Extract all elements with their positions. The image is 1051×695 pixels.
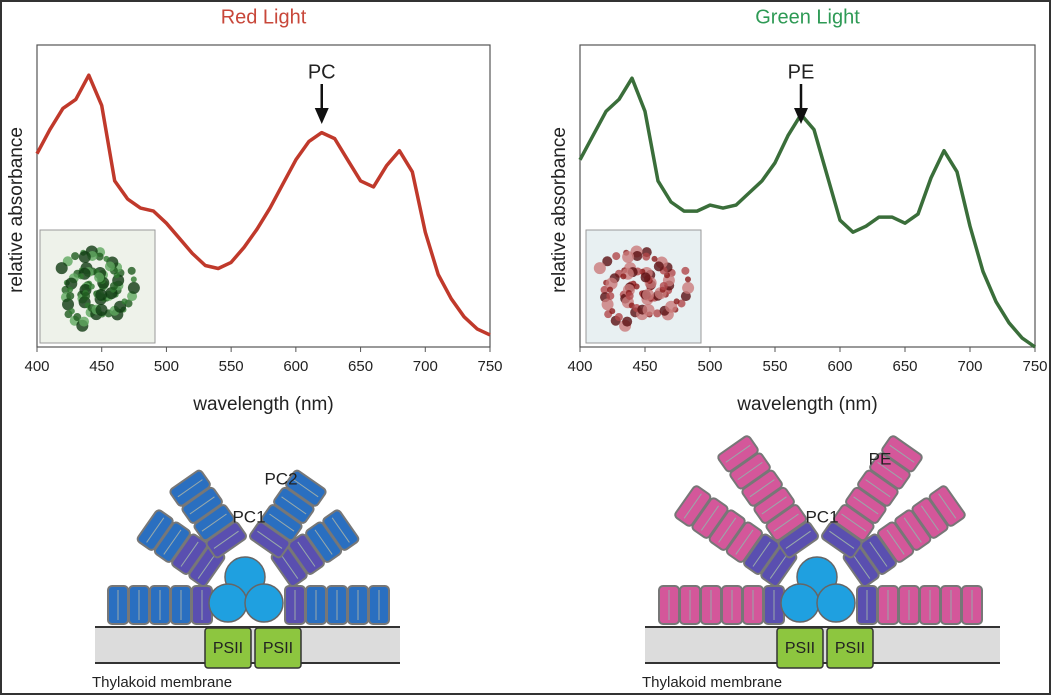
inset-blot (66, 292, 74, 300)
inset-blot (682, 282, 694, 294)
chart-title: Green Light (755, 6, 860, 28)
inset-blot (606, 292, 614, 300)
inset-blot (643, 304, 655, 316)
inset-blot (615, 313, 623, 321)
inset-blot (641, 272, 651, 282)
inset-blot (642, 289, 654, 301)
inset-blot (128, 267, 136, 275)
x-tick-label: 600 (283, 358, 308, 375)
inset-blot (607, 287, 613, 293)
inset-blot (622, 317, 632, 327)
inset-blot (626, 292, 634, 300)
psii-label: PSII (785, 640, 815, 657)
inset-blot (660, 282, 668, 290)
inset-blot (78, 273, 84, 279)
inset-blot (594, 262, 606, 274)
membrane-label: Thylakoid membrane (642, 674, 782, 691)
y-axis-title: relative absorbance (6, 127, 27, 293)
annotation: PE (788, 61, 815, 83)
psii-label: PSII (835, 640, 865, 657)
inset-blot (622, 251, 634, 263)
inset-blot (95, 289, 107, 301)
antenna-rod (659, 586, 784, 624)
inset-photo (40, 230, 155, 343)
x-tick-label: 750 (1022, 358, 1047, 375)
inset-blot (79, 317, 89, 327)
inset-blot (69, 308, 75, 314)
inset-blot (105, 261, 115, 271)
annotation-arrowhead (315, 108, 329, 124)
inset-blot (82, 292, 90, 300)
inset-blot (612, 252, 620, 260)
inset-blot (681, 267, 689, 275)
inset-blot (71, 252, 79, 260)
inset-blot (121, 298, 127, 304)
x-tick-label: 400 (24, 358, 49, 375)
inset-blot (79, 251, 91, 263)
inset-blot (652, 256, 658, 262)
inset-blot (110, 282, 118, 290)
inset-blot (56, 262, 68, 274)
y-axis-title: relative absorbance (549, 127, 570, 293)
antenna-rod (857, 586, 982, 624)
inset-blot (620, 273, 626, 279)
x-tick-label: 650 (892, 358, 917, 375)
rod-label: PC1 (805, 507, 838, 526)
inset-blot (685, 276, 691, 282)
x-axis-title: wavelength (nm) (736, 394, 877, 415)
psii-label: PSII (213, 640, 243, 657)
x-tick-label: 550 (219, 358, 244, 375)
core-subunit (817, 584, 855, 622)
x-tick-label: 700 (413, 358, 438, 375)
x-tick-label: 650 (348, 358, 373, 375)
inset-blot (654, 261, 664, 271)
inset-blot (103, 256, 109, 262)
inset-blot (94, 272, 104, 282)
x-tick-label: 600 (827, 358, 852, 375)
x-tick-label: 750 (477, 358, 502, 375)
annotation: PC (308, 61, 336, 83)
core-subunit (209, 584, 247, 622)
x-tick-label: 450 (89, 358, 114, 375)
antenna-rod (108, 586, 212, 624)
inset-blot (131, 276, 137, 282)
core-subunit (245, 584, 283, 622)
x-tick-label: 400 (567, 358, 592, 375)
x-axis-title: wavelength (nm) (192, 394, 333, 415)
core-subunit (781, 584, 819, 622)
inset-blot (634, 283, 640, 289)
inset-photo (586, 230, 701, 343)
x-tick-label: 500 (697, 358, 722, 375)
inset-blot (96, 304, 108, 316)
antenna-rod (285, 586, 389, 624)
inset-blot (674, 298, 680, 304)
figure: Red Light 400 450 500 550 600 650 700 750 wavelen… (0, 0, 1051, 695)
inset-blot (609, 308, 615, 314)
inset-blot (89, 283, 95, 289)
psii-label: PSII (263, 640, 293, 657)
chart-title: Red Light (221, 6, 307, 28)
x-tick-label: 700 (957, 358, 982, 375)
rod-label: PC2 (264, 469, 297, 488)
x-tick-label: 500 (154, 358, 179, 375)
inset-blot (67, 287, 73, 293)
x-tick-label: 550 (762, 358, 787, 375)
membrane-label: Thylakoid membrane (92, 674, 232, 691)
inset-blot (642, 253, 650, 261)
inset-blot (128, 282, 140, 294)
rod-label: PC1 (232, 507, 265, 526)
rod-label: PE (869, 449, 892, 468)
x-tick-label: 450 (632, 358, 657, 375)
